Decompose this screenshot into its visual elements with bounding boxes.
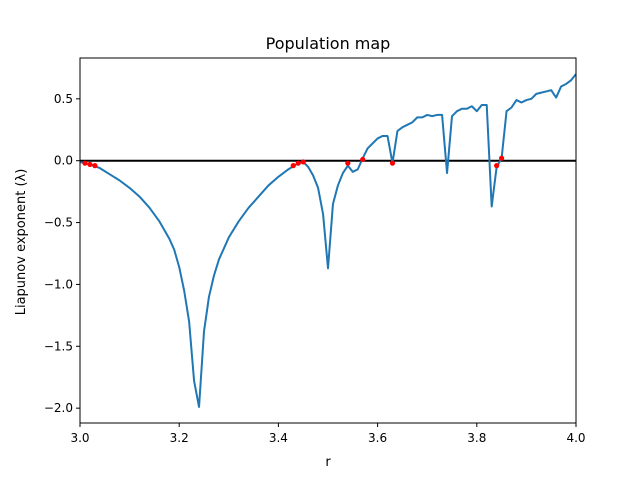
marker-point [499, 155, 505, 161]
series-line-0 [80, 73, 576, 408]
x-tick-label: 3.8 [467, 431, 486, 445]
x-tick-label: 3.2 [170, 431, 189, 445]
marker-point [82, 160, 88, 166]
y-axis-label: Liapunov exponent (λ) [14, 169, 29, 316]
y-tick-label: 0.0 [54, 154, 73, 168]
axes-frame [79, 57, 577, 424]
marker-point [290, 163, 296, 169]
y-tick-label: −2.0 [44, 401, 73, 415]
marker-point [345, 160, 351, 166]
axes: 3.0 3.2 3.4 3.6 3.8 4.0 0.5 0.0 −0.5 −1.0 −1.5 −2.0 [44, 57, 586, 445]
x-axis-label: r [325, 455, 331, 470]
y-tick-label: −0.5 [44, 216, 73, 230]
marker-point [300, 159, 306, 165]
marker-point [494, 163, 500, 169]
plot-area [80, 73, 576, 408]
x-tick-label: 3.0 [70, 431, 89, 445]
x-tick-label: 4.0 [566, 431, 585, 445]
marker-point [92, 163, 98, 169]
marker-point [389, 160, 396, 166]
marker-point [295, 160, 301, 166]
chart-title: Population map [266, 34, 391, 53]
y-tick-label: −1.5 [44, 339, 73, 353]
marker-point [87, 161, 93, 168]
y-tick-label: 0.5 [54, 92, 73, 106]
x-tick-label: 3.6 [368, 431, 387, 445]
x-tick-label: 3.4 [269, 431, 288, 445]
y-tick-label: −1.0 [44, 277, 73, 291]
marker-point [360, 156, 366, 163]
